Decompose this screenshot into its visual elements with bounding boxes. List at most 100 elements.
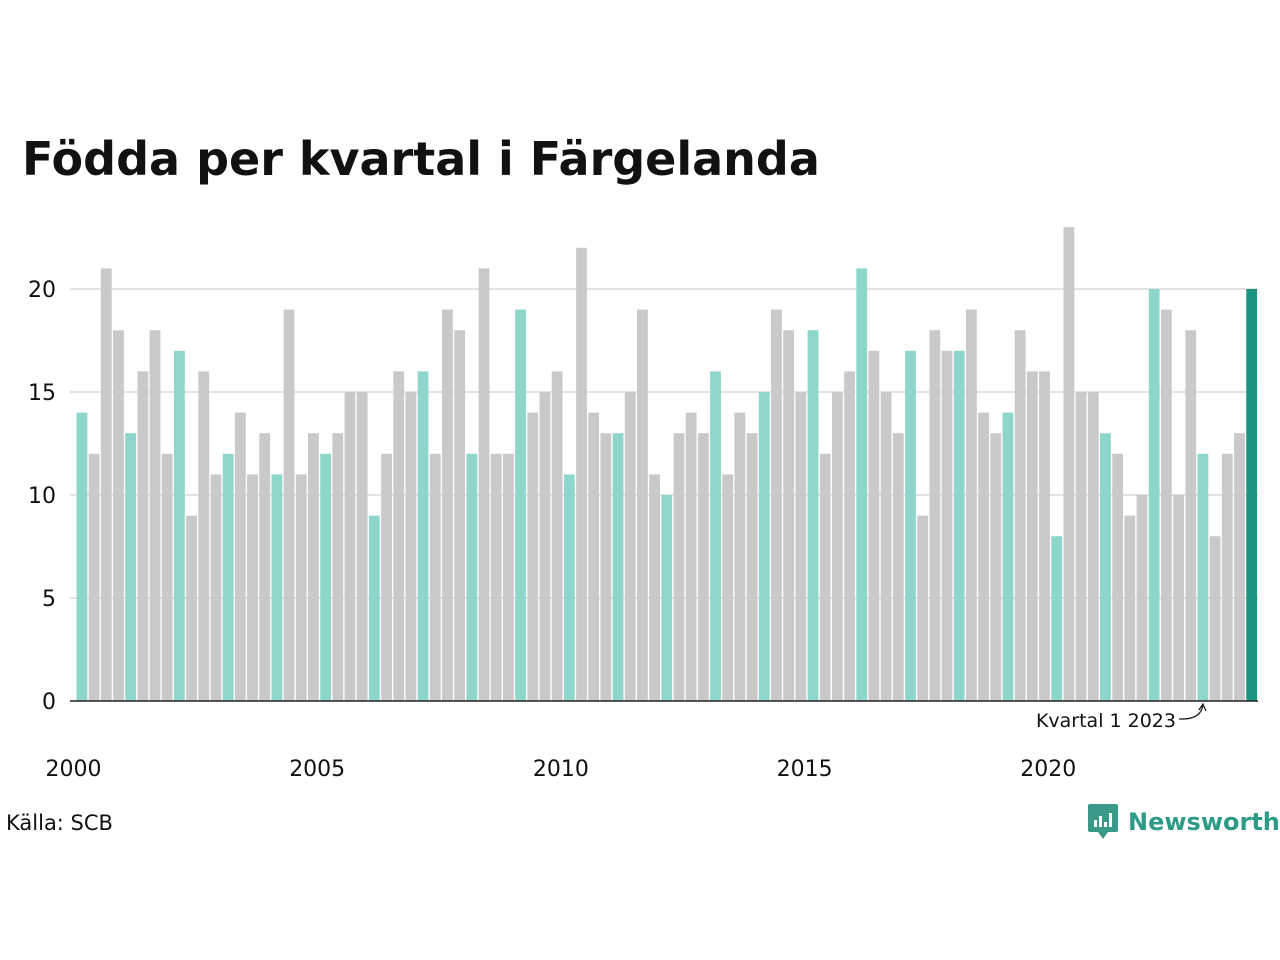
bar [990,433,1002,701]
bar [746,433,758,701]
bar [856,268,868,701]
bar [88,453,100,701]
bar [502,453,514,701]
bar [405,392,417,701]
bar [259,433,271,701]
bar [429,453,441,701]
bar [1002,412,1014,701]
x-tick-label: 2005 [289,757,345,782]
bar [295,474,307,701]
bar [332,433,344,701]
bar [844,371,855,701]
bar [1063,227,1075,701]
bar [490,453,502,701]
bar [868,350,880,701]
newsworthy-logo-icon [1088,804,1118,839]
bar [515,309,526,701]
bar [271,474,283,701]
source-note: Källa: SCB [6,811,113,835]
x-tick-label: 2000 [46,757,102,782]
annotation-arrow [1178,702,1207,720]
bar [344,392,356,701]
bar [612,433,624,701]
bar [222,453,234,701]
y-tick-label: 15 [28,381,56,406]
bar [929,330,941,701]
bar [783,330,795,701]
bar [1100,433,1111,701]
x-axis-ticks: 2000 2005 2010 2015 2020 [46,757,1077,782]
bar [563,474,575,701]
bar [831,392,843,701]
bar [1026,371,1038,701]
bar [1246,289,1258,701]
bar [637,309,648,701]
bar [1136,495,1148,701]
bar [210,474,222,701]
bar [308,433,319,701]
bar [393,371,405,701]
bar [1221,453,1233,701]
bar [173,350,185,701]
bar [1209,536,1221,701]
y-axis-ticks: 0 5 10 15 20 [28,278,56,715]
bar [551,371,563,701]
bar [771,309,782,701]
bar [1112,453,1124,701]
bar [722,474,734,701]
bar [966,309,977,701]
bar [137,371,149,701]
bar [161,453,173,701]
bar [1148,289,1160,701]
bar [673,433,685,701]
bar [454,330,466,701]
bar [381,453,392,701]
bar [1124,515,1136,701]
bar [1234,433,1245,701]
bar [478,268,490,701]
bar [320,453,331,701]
chart-title: Födda per kvartal i Färgelanda [22,132,820,186]
bar [417,371,429,701]
bar [234,412,246,701]
x-tick-label: 2020 [1020,757,1076,782]
brand-logo: Newsworthy [1088,804,1280,840]
bar [1087,392,1099,701]
x-tick-label: 2010 [533,757,589,782]
bar [1014,330,1026,701]
bars [76,227,1258,702]
bar [539,392,551,701]
x-tick-label: 2015 [777,757,833,782]
bar [1160,309,1172,701]
bar [1173,495,1184,701]
bar [1197,453,1209,701]
bar [149,330,161,701]
bar [734,412,746,701]
bar [697,433,709,701]
bar [1185,330,1197,701]
bar [661,495,673,701]
annotation: Kvartal 1 2023 [1036,702,1207,732]
bar [624,392,636,701]
annotation-label: Kvartal 1 2023 [1036,710,1176,732]
bar [941,350,953,701]
bar [880,392,892,701]
y-tick-label: 20 [28,278,56,303]
bar [198,371,210,701]
bar [892,433,904,701]
bar [576,247,587,702]
y-tick-label: 5 [42,587,56,612]
bar [978,412,989,701]
bar [588,412,600,701]
bar [466,453,478,701]
bar [795,392,807,701]
y-tick-label: 0 [42,690,56,715]
bar-chart: 0 5 10 15 20 2000 2005 2010 2015 2020 Kvartal 1 … [28,227,1258,782]
bar [710,371,721,701]
brand-name: Newsworthy [1128,808,1280,836]
bar [247,474,258,701]
bar [1051,536,1063,701]
bar [368,515,380,701]
bar [442,309,453,701]
bar [283,309,295,701]
